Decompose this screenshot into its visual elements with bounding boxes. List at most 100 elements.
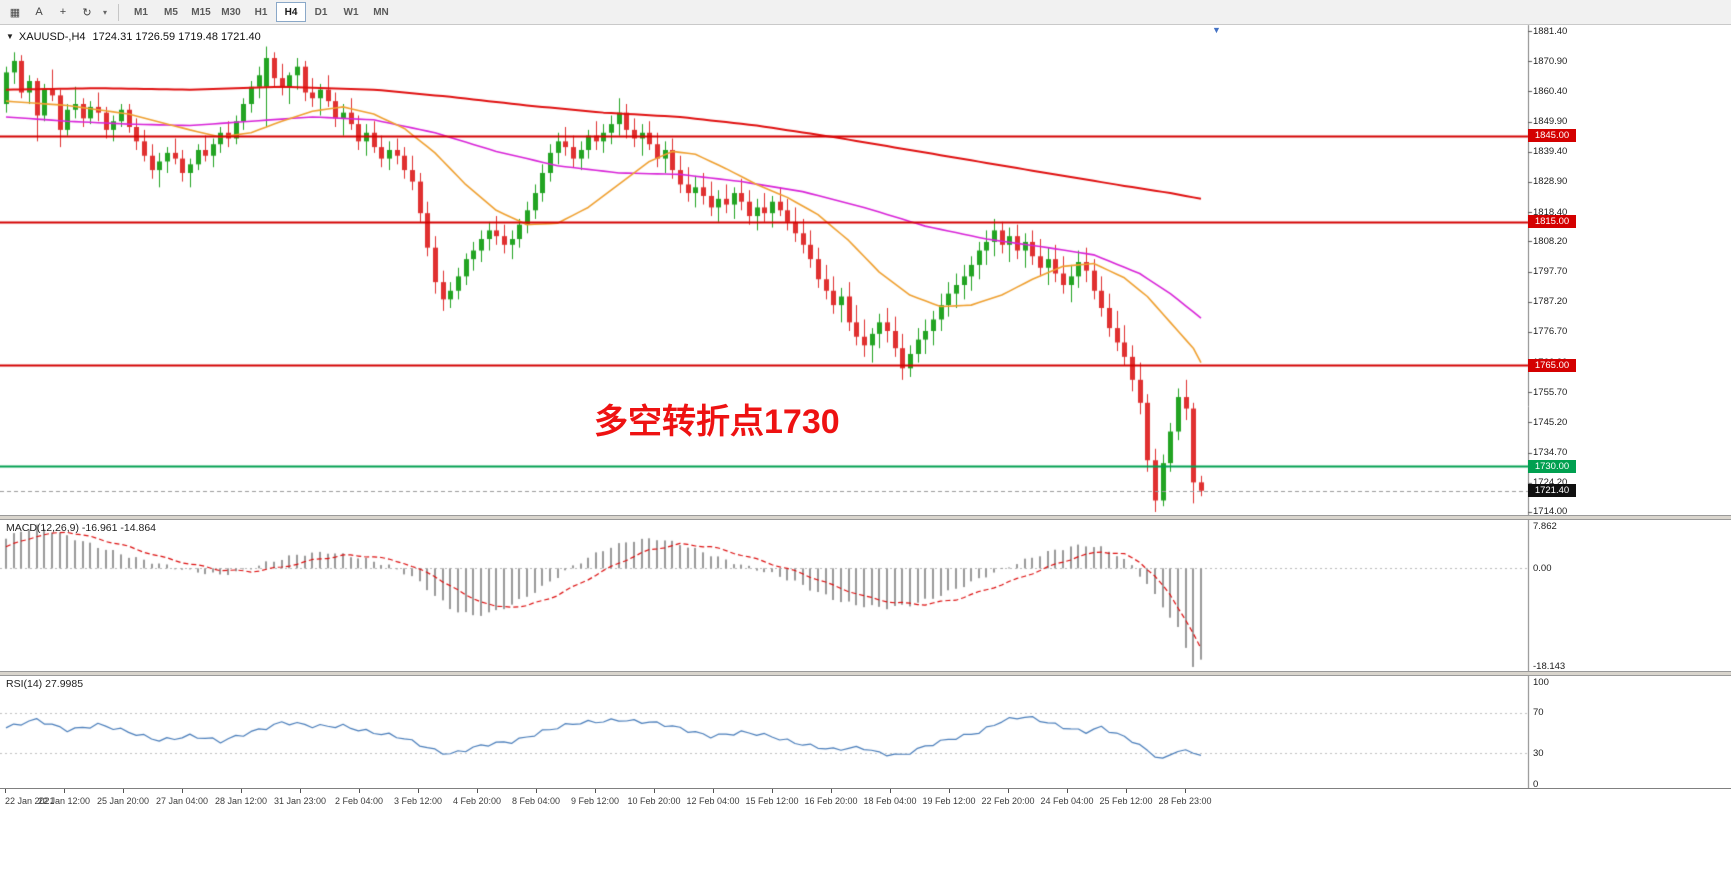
- shift-marker-icon: ▼: [1212, 25, 1221, 35]
- panel-splitter-rsi[interactable]: [0, 671, 1731, 676]
- price-axis-label: 1808.20: [1533, 235, 1568, 247]
- time-axis-label: 19 Feb 12:00: [922, 796, 976, 806]
- timeframe-group: M1 M5 M15 M30 H1 H4 D1 W1 MN: [126, 2, 396, 22]
- timeframe-M5[interactable]: M5: [164, 6, 178, 18]
- price-axis-label: 1839.40: [1533, 146, 1568, 158]
- time-axis-label: 16 Feb 20:00: [804, 796, 858, 806]
- price-axis-label: 1724.20: [1533, 477, 1568, 489]
- price-badge-1721.40: 1721.40: [1528, 484, 1576, 498]
- time-axis-label: 25 Jan 20:00: [96, 796, 150, 806]
- price-axis-label: 1787.20: [1533, 296, 1568, 308]
- price-badge-1815.00: 1815.00: [1528, 215, 1576, 229]
- timeframe-M30[interactable]: M30: [221, 6, 241, 18]
- timeframe-M15[interactable]: M15: [191, 6, 211, 18]
- time-axis-label: 25 Feb 12:00: [1099, 796, 1153, 806]
- indicator-axis: 7.862 0.00 -18.143 100 70 30 0: [1533, 0, 1613, 895]
- price-axis-label: 1776.70: [1533, 326, 1568, 338]
- macd-label: MACD(12,26,9) -16.961 -14.864: [6, 522, 157, 534]
- time-axis[interactable]: 22 Jan 2021 22 Jan 12:00 25 Jan 20:00 27 Ja…: [0, 788, 1731, 895]
- symbol-period-label: XAUUSD-,H4: [18, 31, 86, 43]
- time-axis-label: 3 Feb 12:00: [393, 796, 443, 806]
- charts-grid-icon[interactable]: ▦: [9, 6, 21, 19]
- price-axis-label: 1870.90: [1533, 55, 1568, 67]
- time-axis-label: 27 Jan 04:00: [155, 796, 209, 806]
- rsi-values: 27.9985: [45, 678, 84, 690]
- time-tick: [890, 789, 891, 793]
- dropdown-caret-icon[interactable]: ▾: [102, 7, 107, 17]
- ohlc-readout: 1724.31 1726.59 1719.48 1721.40: [92, 31, 261, 43]
- timeframe-H1[interactable]: H1: [254, 6, 268, 18]
- rsi-axis-label: 30: [1533, 747, 1544, 759]
- time-axis-label: 22 Jan 12:00: [37, 796, 91, 806]
- time-axis-label: 22 Jan 2021: [5, 796, 55, 806]
- toolbar: ▦ A + ↻ ▾ M1 M5 M15 M30 H1 H4 D1 W1 MN: [0, 0, 1731, 25]
- price-axis-label: 1881.40: [1533, 25, 1568, 37]
- time-axis-label: 10 Feb 20:00: [627, 796, 681, 806]
- price-axis-label: 1849.90: [1533, 116, 1568, 128]
- price-axis[interactable]: 1881.40 1870.90 1860.40 1849.90 1839.40 1828.…: [1528, 0, 1613, 895]
- price-axis-label: 1828.90: [1533, 176, 1568, 188]
- time-tick: [241, 789, 242, 793]
- time-axis-label: 15 Feb 12:00: [745, 796, 799, 806]
- timeframe-W1[interactable]: W1: [343, 6, 359, 18]
- time-axis-label: 2 Feb 04:00: [334, 796, 384, 806]
- price-axis-label: 1818.40: [1533, 206, 1568, 218]
- timeframe-M1[interactable]: M1: [134, 6, 148, 18]
- price-axis-label: 1860.40: [1533, 85, 1568, 97]
- time-axis-label: 12 Feb 04:00: [686, 796, 740, 806]
- price-axis-label: 1714.00: [1533, 506, 1568, 518]
- price-badge-1765.00: 1765.00: [1528, 358, 1576, 372]
- time-tick: [654, 789, 655, 793]
- price-badge-1845.00: 1845.00: [1528, 129, 1576, 143]
- time-tick: [1067, 789, 1068, 793]
- time-tick: [182, 789, 183, 793]
- toolbar-icon-group: ▦ A + ↻ ▾: [3, 2, 111, 23]
- time-tick: [949, 789, 950, 793]
- macd-axis-label: 7.862: [1533, 520, 1557, 532]
- time-tick: [1126, 789, 1127, 793]
- price-badge-1730.00: 1730.00: [1528, 459, 1576, 473]
- time-tick: [477, 789, 478, 793]
- price-axis-label: 1755.70: [1533, 386, 1568, 398]
- rsi-axis-label: 0: [1533, 778, 1539, 790]
- time-axis-label: 9 Feb 12:00: [570, 796, 620, 806]
- panel-splitter-macd[interactable]: [0, 515, 1731, 520]
- time-tick: [64, 789, 65, 793]
- timeframe-D1[interactable]: D1: [314, 6, 328, 18]
- macd-axis-label: 0.00: [1533, 562, 1552, 574]
- time-tick: [1008, 789, 1009, 793]
- time-axis-label: 31 Jan 23:00: [273, 796, 327, 806]
- time-tick: [418, 789, 419, 793]
- crosshair-icon[interactable]: +: [59, 6, 67, 18]
- time-tick: [1185, 789, 1186, 793]
- price-axis-label: 1797.70: [1533, 266, 1568, 277]
- price-axis-label: 1745.20: [1533, 416, 1568, 428]
- timeframe-MN[interactable]: MN: [373, 6, 389, 18]
- time-axis-label: 18 Feb 04:00: [863, 796, 917, 806]
- timeframe-H4[interactable]: H4: [276, 2, 306, 22]
- time-tick: [5, 789, 6, 793]
- time-tick: [536, 789, 537, 793]
- time-tick: [713, 789, 714, 793]
- price-axis-label: 1734.70: [1533, 447, 1568, 458]
- toolbar-divider: [118, 3, 119, 21]
- time-axis-label: 4 Feb 20:00: [452, 796, 502, 806]
- time-tick: [831, 789, 832, 793]
- one-click-trading-icon[interactable]: ▼: [6, 32, 14, 41]
- rsi-axis-label: 100: [1533, 676, 1549, 688]
- rsi-axis-label: 70: [1533, 707, 1544, 719]
- macd-axis-label: -18.143: [1533, 660, 1566, 672]
- time-tick: [123, 789, 124, 793]
- time-tick: [359, 789, 360, 793]
- templates-icon[interactable]: ↻: [82, 6, 92, 19]
- time-axis-label: 22 Feb 20:00: [981, 796, 1035, 806]
- time-axis-label: 28 Feb 23:00: [1158, 796, 1212, 806]
- time-axis-label: 28 Jan 12:00: [214, 796, 268, 806]
- text-tool-icon[interactable]: A: [35, 6, 43, 18]
- time-axis-label: 8 Feb 04:00: [511, 796, 561, 806]
- annotation-text: 多空转折点1730: [594, 403, 840, 441]
- time-tick: [772, 789, 773, 793]
- chart-title: ▼ XAUUSD-,H4 1724.31 1726.59 1719.48 1721.…: [6, 31, 261, 43]
